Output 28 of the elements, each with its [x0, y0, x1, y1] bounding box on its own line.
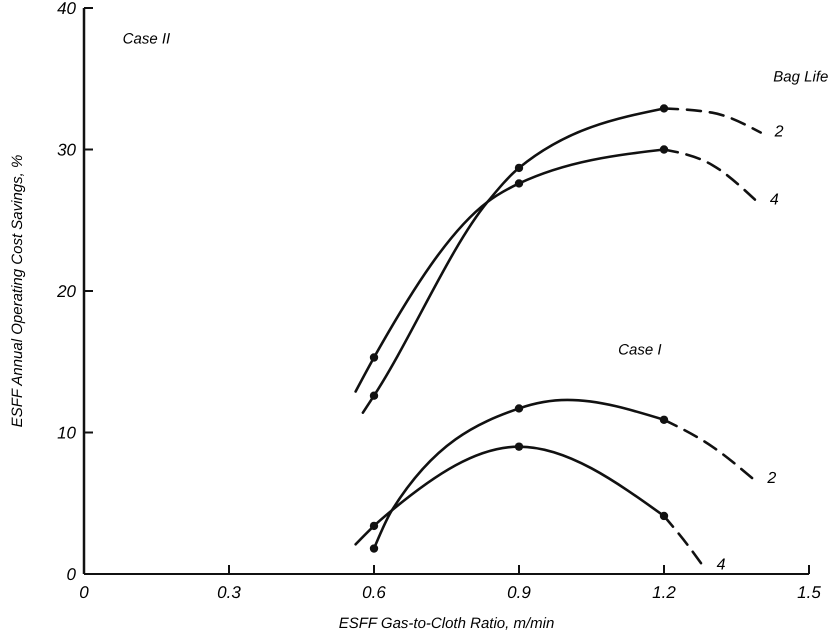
y-tick-label: 30	[57, 140, 77, 160]
series-label: 2	[766, 470, 776, 488]
y-tick-label: 40	[57, 0, 77, 18]
x-tick-label: 1.5	[797, 583, 822, 602]
annotation: Case I	[618, 342, 662, 359]
point	[370, 522, 378, 530]
point	[370, 544, 378, 553]
y-tick-label: 10	[57, 424, 77, 442]
y-axis-title: ESFF Annual Operating Cost Savings, %	[9, 154, 26, 428]
x-tick-label: 0	[79, 583, 90, 602]
series-label: 4	[716, 556, 726, 574]
y-tick-label: 20	[56, 282, 77, 301]
series-label: 2	[774, 124, 784, 141]
annotation: Case II	[122, 30, 170, 48]
series-label: 4	[770, 191, 779, 208]
point	[514, 442, 524, 451]
annotation: Bag Life	[773, 68, 828, 86]
point	[370, 392, 378, 400]
point	[514, 164, 524, 172]
y-tick-label: 0	[66, 565, 77, 584]
point	[514, 179, 524, 188]
x-tick-label: 0.9	[507, 583, 532, 602]
x-tick-label: 0.6	[362, 583, 386, 602]
x-tick-label: 1.2	[652, 583, 676, 602]
point	[514, 404, 524, 413]
point	[370, 353, 378, 362]
x-axis-title: ESFF Gas-to-Cloth Ratio, m/min	[338, 615, 554, 632]
x-tick-label: 0.3	[217, 583, 242, 602]
